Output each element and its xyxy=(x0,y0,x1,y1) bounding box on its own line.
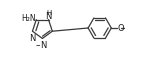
Text: –: – xyxy=(35,40,40,49)
Text: H₂N: H₂N xyxy=(21,14,35,23)
Text: N: N xyxy=(45,12,52,21)
Text: N: N xyxy=(40,40,46,49)
Text: H: H xyxy=(46,10,51,16)
Text: O: O xyxy=(118,24,124,33)
Text: N: N xyxy=(29,33,35,42)
